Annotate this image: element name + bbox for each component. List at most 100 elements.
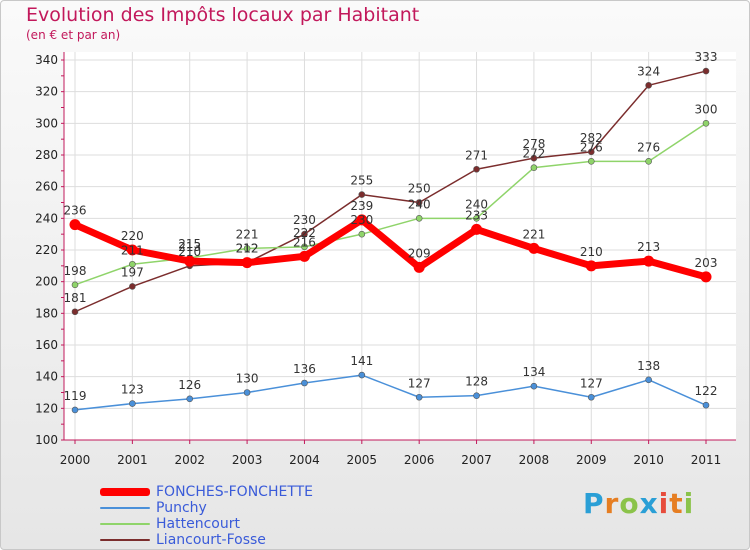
data-label-punchy: 122 — [695, 384, 718, 398]
data-point-hattencourt — [473, 215, 480, 222]
data-label-fonches-fonchette: 212 — [236, 242, 259, 256]
data-label-liancourt-fosse: 197 — [121, 265, 144, 279]
y-tick-label: 140 — [35, 370, 58, 384]
data-point-hattencourt — [243, 245, 251, 252]
data-label-punchy: 127 — [580, 376, 603, 390]
data-label-punchy: 127 — [408, 376, 431, 390]
grid-layer — [64, 52, 736, 441]
data-point-punchy — [301, 379, 308, 387]
data-point-liancourt-fosse — [358, 191, 366, 198]
legend-label: Liancourt-Fosse — [156, 532, 266, 548]
y-tick-label: 100 — [35, 433, 58, 447]
data-label-punchy: 134 — [522, 365, 545, 379]
data-point-fonches-fonchette — [298, 250, 310, 262]
logo-letter: i — [658, 487, 670, 520]
data-label-punchy: 119 — [64, 389, 87, 403]
data-label-hattencourt: 198 — [64, 264, 87, 278]
y-tick-label: 300 — [35, 116, 58, 130]
data-label-fonches-fonchette: 203 — [695, 256, 718, 270]
data-label-liancourt-fosse: 210 — [178, 245, 201, 259]
data-point-punchy — [243, 389, 251, 396]
logo-letter: x — [639, 487, 659, 520]
data-label-hattencourt: 215 — [178, 237, 201, 251]
data-label-liancourt-fosse: 271 — [465, 148, 488, 162]
data-label-liancourt-fosse: 333 — [695, 50, 718, 64]
data-point-fonches-fonchette — [700, 271, 712, 283]
data-point-liancourt-fosse — [702, 67, 710, 75]
data-label-liancourt-fosse: 250 — [408, 182, 431, 196]
x-tick-label: 2001 — [117, 453, 148, 467]
data-point-punchy — [702, 401, 710, 409]
data-point-hattencourt — [71, 281, 79, 289]
data-label-punchy: 141 — [350, 354, 373, 368]
series-layer — [69, 67, 712, 414]
series-line-fonches-fonchette — [71, 216, 710, 281]
data-point-fonches-fonchette — [528, 242, 540, 254]
data-label-fonches-fonchette: 236 — [64, 204, 87, 218]
data-label-hattencourt: 221 — [236, 227, 259, 241]
data-label-liancourt-fosse: 212 — [236, 242, 259, 256]
data-label-punchy: 138 — [637, 359, 660, 373]
plot-area — [64, 52, 736, 440]
series-line-liancourt-fosse — [74, 70, 707, 313]
y-tick-label: 240 — [35, 211, 58, 225]
x-tick-label: 2011 — [691, 453, 722, 467]
data-point-liancourt-fosse — [587, 148, 595, 156]
data-point-liancourt-fosse — [645, 82, 652, 89]
y-tick-label: 200 — [35, 275, 58, 289]
y-tick-label: 120 — [35, 401, 58, 415]
legend-swatch — [100, 488, 150, 496]
data-point-punchy — [530, 382, 538, 390]
y-tick-label: 280 — [35, 148, 58, 162]
data-label-fonches-fonchette: 209 — [408, 246, 431, 260]
series-line-punchy — [74, 374, 707, 411]
data-point-hattencourt — [587, 158, 595, 165]
data-label-punchy: 130 — [236, 372, 259, 386]
data-point-fonches-fonchette — [69, 219, 81, 231]
data-point-punchy — [358, 371, 366, 379]
y-tick-label: 320 — [35, 85, 58, 99]
data-point-hattencourt — [702, 120, 710, 127]
data-label-hattencourt: 240 — [408, 197, 431, 211]
data-label-fonches-fonchette: 216 — [293, 235, 316, 249]
data-point-liancourt-fosse — [415, 199, 423, 206]
data-label-hattencourt: 276 — [580, 140, 603, 154]
data-point-fonches-fonchette — [471, 223, 483, 235]
data-label-fonches-fonchette: 210 — [580, 245, 603, 259]
data-point-punchy — [473, 392, 480, 399]
data-point-liancourt-fosse — [473, 165, 480, 173]
axis-layer: 100 120 140 160 180 200 220 240 260 280 300 320 340 2… — [35, 52, 736, 467]
x-tick-label: 2010 — [633, 453, 664, 467]
legend-item-fonches-fonchette: FONCHES-FONCHETTE — [100, 484, 313, 500]
legend-item-liancourt-fosse: Liancourt-Fosse — [100, 532, 313, 548]
data-point-hattencourt — [530, 164, 538, 171]
data-point-punchy — [587, 393, 595, 401]
data-label-fonches-fonchette: 213 — [637, 240, 660, 254]
y-tick-label: 220 — [35, 243, 58, 257]
data-point-hattencourt — [301, 243, 308, 251]
data-label-punchy: 136 — [293, 362, 316, 376]
data-point-fonches-fonchette — [126, 244, 138, 256]
legend-item-hattencourt: Hattencourt — [100, 516, 313, 532]
data-point-punchy — [186, 395, 194, 403]
data-point-punchy — [129, 400, 136, 407]
data-point-punchy — [71, 406, 79, 414]
data-point-fonches-fonchette — [413, 261, 425, 273]
data-label-liancourt-fosse: 255 — [350, 174, 373, 188]
label-layer: 181 197 210 212 230 255 250 271 278 282 324 333 198 2… — [64, 50, 718, 403]
data-label-punchy: 128 — [465, 375, 488, 389]
legend-swatch — [100, 507, 150, 509]
data-label-hattencourt: 230 — [350, 213, 373, 227]
x-tick-label: 2005 — [347, 453, 378, 467]
x-tick-label: 2000 — [60, 453, 91, 467]
data-label-hattencourt: 272 — [522, 147, 545, 161]
x-tick-label: 2002 — [174, 453, 205, 467]
data-label-liancourt-fosse: 278 — [522, 137, 545, 151]
data-label-hattencourt: 240 — [465, 197, 488, 211]
x-tick-label: 2009 — [576, 453, 607, 467]
y-tick-label: 160 — [35, 338, 58, 352]
x-tick-label: 2007 — [461, 453, 492, 467]
legend-swatch — [100, 539, 150, 541]
y-tick-label: 340 — [35, 53, 58, 67]
legend-swatch — [100, 523, 150, 525]
